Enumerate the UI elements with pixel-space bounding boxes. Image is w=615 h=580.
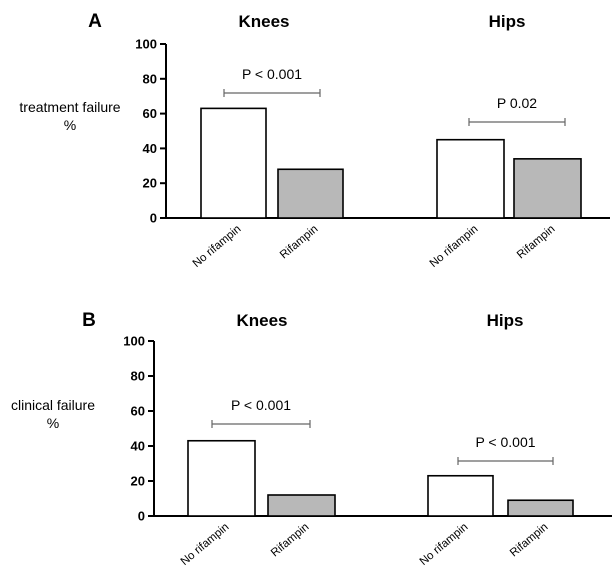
panel-a-hips-category-label: Rifampin (515, 223, 557, 261)
panel-b-hips-rifampin-bar (507, 499, 574, 517)
panel-b-letter: B (82, 310, 96, 331)
panel-b-knees-significance-bracket (211, 420, 311, 428)
panel-b-knees-no-rifampin-bar (187, 439, 256, 517)
panel-b-knees-category-label: No rifampin (179, 521, 232, 568)
panel-a-y-tick-label: 80 (143, 71, 157, 86)
panel-a-hips-title: Hips (489, 12, 526, 31)
panel-b-knees-p-value: P < 0.001 (231, 397, 291, 413)
panel-a-y-tick-label: 40 (143, 141, 157, 156)
panel-b-y-tick-label: 100 (123, 334, 145, 349)
panel-b-hips-category-label: No rifampin (418, 521, 471, 568)
panel-b-y-tick-label: 0 (138, 509, 145, 524)
panel-a-y-tick-label: 60 (143, 106, 157, 121)
panel-a-hips-no-rifampin-bar (436, 138, 505, 219)
panel-a-y-axis-label-line: % (64, 117, 76, 133)
panel-b-y-tick-label: 20 (131, 474, 145, 489)
panel-b-hips-title: Hips (487, 311, 524, 330)
panel-a-hips-p-value: P 0.02 (497, 95, 537, 111)
panel-b-y-axis-label: clinical failure% (11, 397, 95, 431)
panel-b-knees-rifampin-bar (267, 494, 336, 517)
panel-a-knees-category-label: No rifampin (191, 223, 244, 270)
panel-a-knees-no-rifampin-bar (200, 107, 267, 219)
panel-a-knees-p-value: P < 0.001 (242, 66, 302, 82)
panel-a-knees-title: Knees (238, 12, 289, 31)
panel-a-hips-category-label: No rifampin (428, 223, 481, 270)
panel-b-y-tick-label: 40 (131, 439, 145, 454)
panel-a-y-tick-label: 20 (143, 176, 157, 191)
panel-a-knees-significance-bracket (223, 89, 321, 97)
panel-a-letter: A (88, 11, 102, 32)
panel-a-hips-rifampin-bar (513, 158, 582, 219)
panel-b-knees-category-label: Rifampin (269, 521, 311, 559)
panel-b-y-axis-label-line: % (47, 415, 59, 431)
panel-a-y-axis-label: treatment failure% (19, 99, 120, 133)
panel-b-hips-p-value: P < 0.001 (475, 434, 535, 450)
panel-a-knees-rifampin-bar (277, 168, 344, 219)
panel-a-hips-significance-bracket (468, 118, 566, 126)
panel-b-y-tick-label: 60 (131, 404, 145, 419)
panel-a-y-tick-label: 0 (150, 211, 157, 226)
panel-b-knees-title: Knees (236, 311, 287, 330)
panel-a-knees-category-label: Rifampin (278, 223, 320, 261)
panel-a-y-axis-label-line: treatment failure (19, 99, 120, 115)
panel-b-hips-category-label: Rifampin (508, 521, 550, 559)
panel-b-hips-no-rifampin-bar (427, 474, 494, 517)
panel-b-y-tick-label: 80 (131, 369, 145, 384)
panel-b-y-axis-label-line: clinical failure (11, 397, 95, 413)
panel-b-hips-significance-bracket (457, 457, 554, 465)
panel-a-y-tick-label: 100 (135, 37, 157, 52)
